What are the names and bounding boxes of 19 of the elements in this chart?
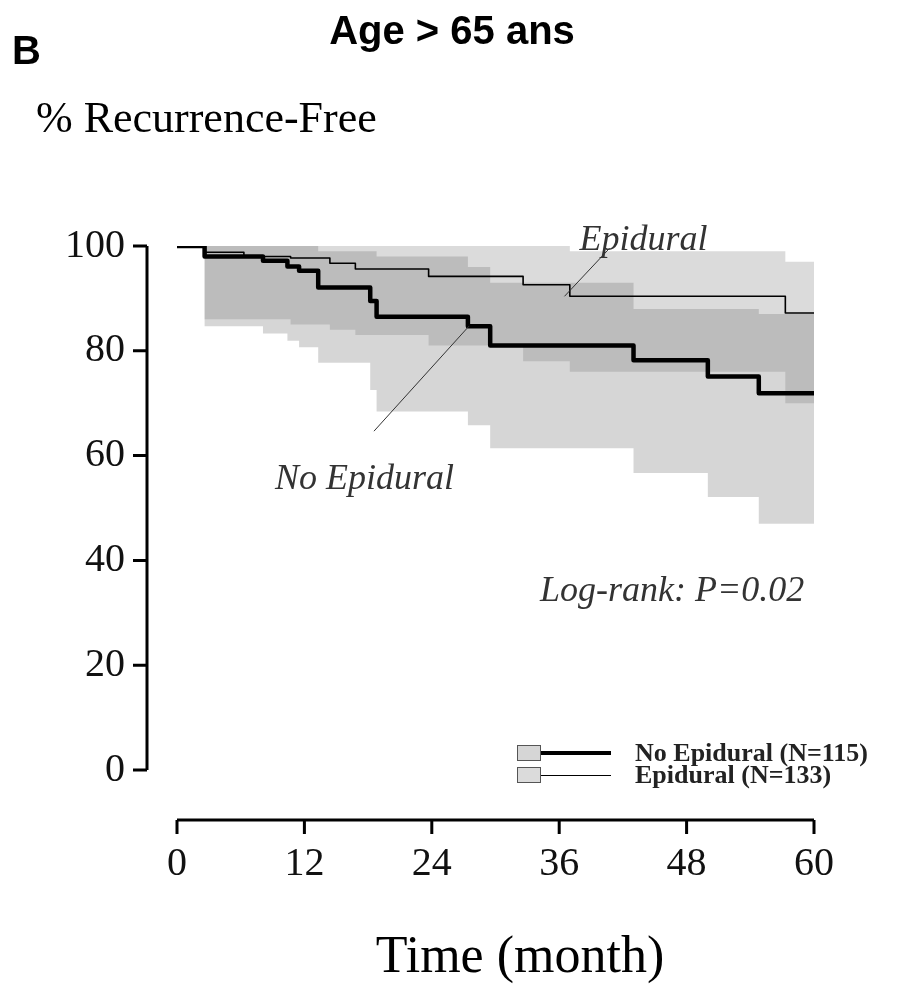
y-tick-label: 100 <box>65 220 125 266</box>
y-tick-label: 20 <box>85 639 125 685</box>
annotation: No Epidural <box>273 456 454 497</box>
y-tick-label: 40 <box>85 534 125 580</box>
x-tick-label: 60 <box>794 838 834 884</box>
chart-title: Age > 65 ans <box>329 8 575 52</box>
x-tick-label: 0 <box>167 838 187 884</box>
x-axis-title: Time (month) <box>374 925 666 984</box>
x-tick-label: 36 <box>539 838 580 884</box>
annotation: Epidural <box>578 217 708 258</box>
y-tick-label: 0 <box>105 744 125 790</box>
x-tick-label: 48 <box>666 838 707 884</box>
y-axis-title: % Recurrence-Free <box>36 92 377 143</box>
text: B <box>12 28 41 73</box>
x-tick-label: 24 <box>411 838 452 884</box>
y-tick-label: 80 <box>85 325 125 371</box>
annotation: Log-rank: P=0.02 <box>540 568 805 610</box>
y-tick-label: 60 <box>85 430 125 476</box>
x-tick-label: 12 <box>284 838 325 884</box>
